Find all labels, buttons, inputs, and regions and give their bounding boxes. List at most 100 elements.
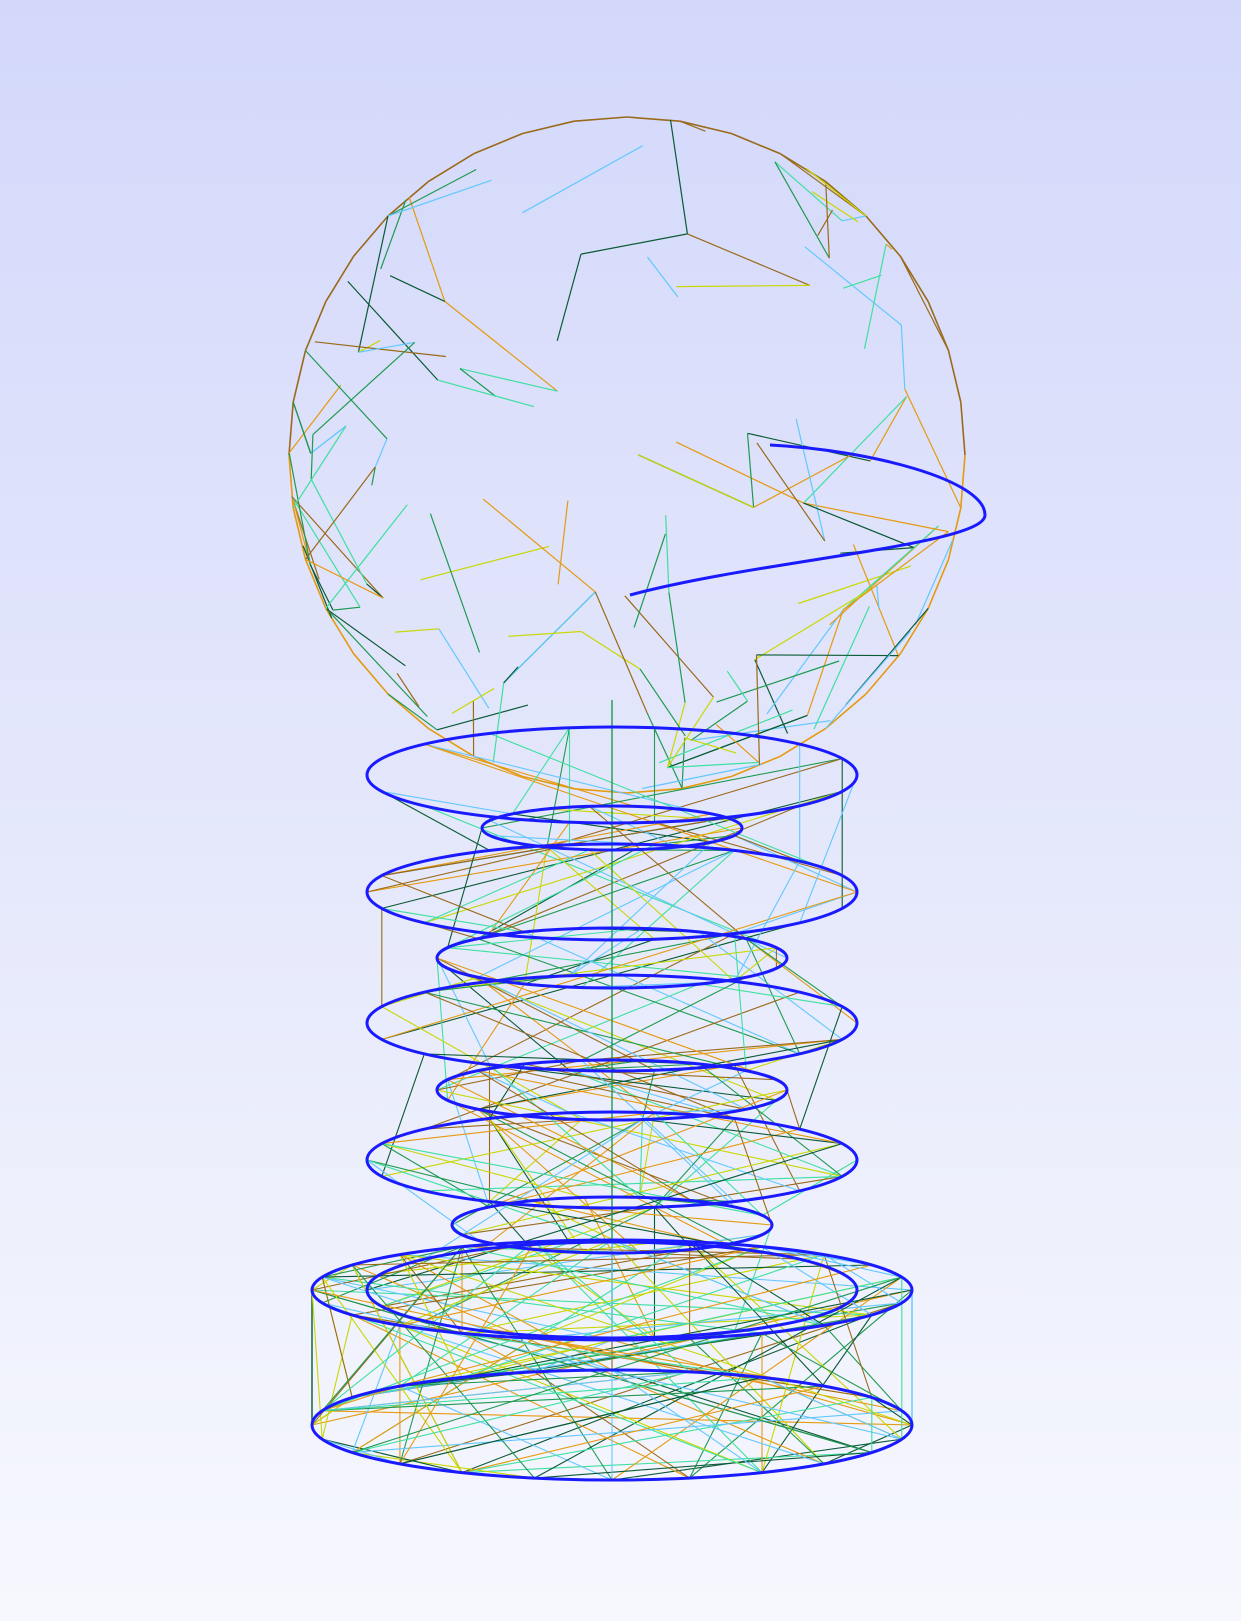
mesh-edge (424, 743, 635, 807)
mesh-edge (690, 720, 831, 742)
mesh-edge (424, 947, 777, 993)
mesh-edge (761, 1376, 903, 1440)
mesh-edge (459, 368, 497, 397)
mesh-edge (745, 938, 858, 1024)
mesh-edge (381, 907, 525, 933)
mesh-edge (546, 758, 843, 848)
mesh-edge (691, 1175, 843, 1202)
mesh-edge (481, 758, 843, 829)
mesh-edge (424, 1175, 843, 1192)
mesh-edge (305, 466, 376, 560)
mesh-edge (310, 434, 314, 480)
mesh-edge (332, 606, 361, 611)
mesh-edge (489, 821, 570, 934)
mesh-edge (569, 1206, 773, 1226)
mesh-edge (321, 1241, 535, 1412)
sphere-silhouette-edge (865, 653, 902, 695)
mesh-edge (381, 1089, 788, 1177)
mesh-edge (305, 350, 388, 440)
mesh-edge (869, 396, 908, 462)
mesh-edge (503, 591, 596, 684)
mesh-edge (461, 1396, 872, 1474)
mesh-edge (387, 693, 438, 731)
mesh-edge (823, 1254, 873, 1398)
mesh-edge (754, 584, 878, 661)
sphere-silhouette-edge (779, 153, 827, 183)
mesh-edge (322, 1385, 825, 1412)
mesh-edge (589, 805, 678, 848)
mesh-edge (733, 1118, 773, 1226)
mesh-edge (396, 672, 420, 707)
sphere-silhouette-edge (960, 454, 966, 508)
mesh-edge (726, 670, 748, 702)
mesh-edge (322, 1376, 763, 1412)
boundary-ring (365, 842, 859, 942)
mesh-edge (477, 1070, 570, 1114)
mesh-edge (424, 1118, 582, 1130)
mesh-edge (492, 682, 505, 763)
mesh-edge (666, 696, 715, 768)
mesh-edge (806, 609, 844, 716)
mesh-edge (352, 1371, 690, 1454)
mesh-edge (569, 841, 712, 977)
sphere-silhouette-edge (679, 775, 732, 790)
mesh-edge (746, 433, 755, 508)
mesh-edge (352, 1246, 763, 1316)
mesh-edge (321, 1276, 463, 1473)
sphere-silhouette-edge (960, 402, 966, 456)
mesh-edge (569, 928, 643, 977)
mesh-edge (611, 1276, 902, 1341)
mesh-edge (805, 167, 867, 217)
mesh-edge (798, 565, 911, 605)
sphere-silhouette-edge (574, 116, 628, 122)
mesh-edge (799, 774, 858, 924)
mesh-edge (477, 976, 655, 1114)
boundary-ring (435, 926, 789, 990)
mesh-edge (667, 761, 759, 769)
mesh-edge (436, 1059, 582, 1091)
sphere-silhouette-edge (387, 693, 429, 730)
mesh-edge (489, 1064, 777, 1101)
boundary-ring (450, 1195, 774, 1255)
mesh-edge (684, 737, 737, 754)
mesh-edge (347, 280, 439, 381)
mesh-edge (885, 243, 893, 250)
mesh-edge (689, 1241, 903, 1440)
mesh-edge (654, 821, 843, 877)
mesh-edge (305, 558, 384, 599)
mesh-edge (351, 1325, 401, 1453)
mesh-edge (569, 1112, 800, 1192)
mesh-edge (524, 931, 800, 1055)
mesh-edge (477, 849, 735, 940)
mesh-edge (611, 1239, 825, 1465)
mesh-edge (325, 504, 408, 609)
mesh-edge (399, 1246, 763, 1326)
mesh-edge (699, 1063, 843, 1177)
mesh-edge (761, 1332, 903, 1412)
mesh-edge (904, 388, 962, 509)
mesh-edge (745, 938, 801, 1055)
mesh-edge (646, 713, 683, 789)
mesh-edge (352, 1276, 902, 1454)
mesh-edge (780, 153, 867, 217)
mesh-edge (424, 975, 570, 993)
mesh-edge (326, 608, 406, 667)
mesh-edge (292, 425, 347, 509)
mesh-edge (899, 256, 950, 351)
mesh-edge (381, 790, 490, 851)
mesh-edge (843, 274, 882, 289)
mesh-edge (774, 161, 843, 222)
sphere-silhouette-edge (679, 120, 732, 135)
mesh-edge (658, 709, 793, 764)
mesh-edge (424, 743, 858, 893)
mesh-edge (666, 702, 686, 768)
mesh-edge (733, 834, 800, 862)
mesh-edge (322, 1438, 463, 1474)
mesh-edge (522, 145, 643, 214)
mesh-edge (689, 1333, 763, 1479)
sphere-silhouette-edge (288, 402, 294, 456)
boundary-ring (365, 725, 859, 825)
mesh-edge (665, 515, 670, 593)
